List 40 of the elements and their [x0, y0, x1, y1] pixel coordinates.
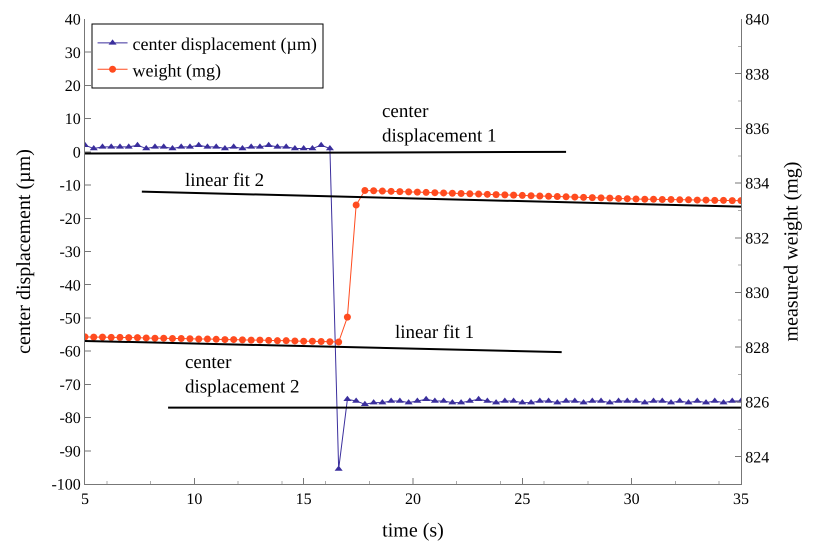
y-tick-label: -30	[59, 244, 81, 262]
x-axis-title: time (s)	[382, 520, 444, 542]
y-tick-label: -90	[59, 443, 81, 460]
annotation: linear fit 1	[395, 322, 474, 343]
y2-axis-title: measured weight (mg)	[780, 162, 803, 342]
y-tick-label: -80	[59, 410, 81, 428]
y2-tick-label: 834	[745, 176, 770, 193]
y-tick-label: -100	[51, 476, 81, 494]
y2-tick-label: 826	[745, 394, 770, 412]
y2-tick-label: 824	[745, 449, 770, 466]
y-tick-label: -60	[59, 344, 81, 361]
y-tick-label: 30	[64, 44, 81, 62]
y-tick-label: 20	[64, 78, 81, 96]
y-tick-label: 40	[64, 12, 81, 29]
y-axis-title: center displacement (µm)	[12, 149, 35, 354]
y2-tick-label: 838	[745, 66, 770, 84]
y-tick-label: -10	[59, 178, 81, 195]
y-tick-label: -70	[59, 376, 81, 394]
x-tick-label: 20	[405, 491, 421, 508]
x-tick-label: 35	[733, 491, 749, 508]
annotation: linear fit 2	[185, 170, 264, 191]
legend-label: weight (mg)	[132, 60, 222, 80]
y2-tick-label: 832	[745, 230, 770, 248]
x-tick-label: 10	[186, 491, 202, 508]
y-tick-label: -40	[59, 277, 81, 294]
y2-tick-label: 836	[745, 121, 770, 138]
x-tick-label: 15	[296, 491, 312, 508]
y-tick-label: 10	[64, 111, 81, 128]
y-tick-label: -20	[59, 210, 81, 228]
y2-tick-label: 840	[745, 12, 770, 29]
x-tick-label: 25	[514, 491, 530, 508]
y-tick-label: -50	[59, 310, 81, 328]
y2-tick-label: 828	[745, 340, 770, 357]
annotation: center displacement 1	[382, 101, 496, 147]
y-tick-label: 0	[72, 144, 81, 162]
x-tick-label: 30	[624, 491, 640, 508]
y2-tick-label: 830	[745, 285, 770, 302]
legend-label: center displacement (µm)	[132, 34, 317, 54]
annotation: center displacement 2	[185, 352, 300, 398]
x-tick-label: 5	[81, 491, 89, 508]
